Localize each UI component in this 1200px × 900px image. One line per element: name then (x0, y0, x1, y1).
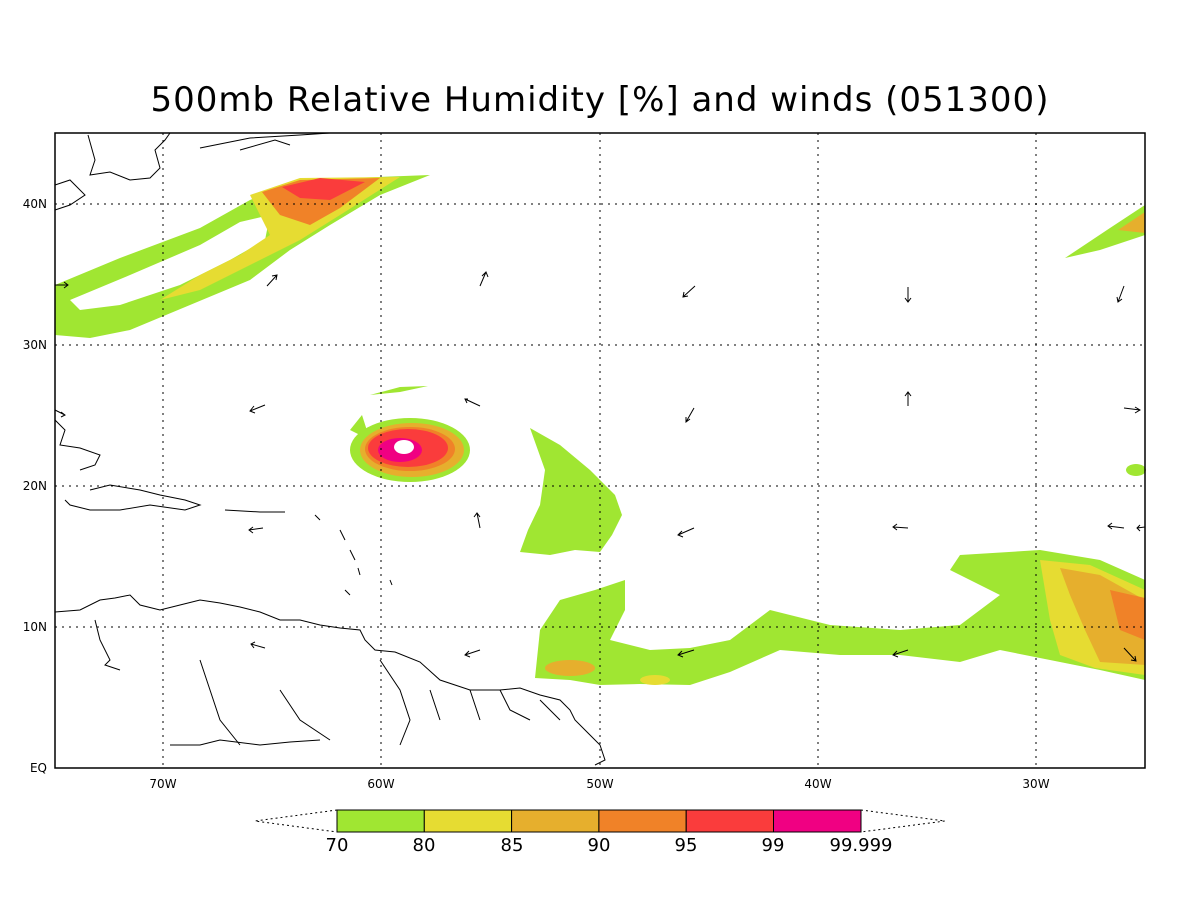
lon-labels: 70W 60W 50W 40W 30W (149, 777, 1049, 791)
colorbar-swatch (685, 809, 775, 833)
rh-band-south-90 (1110, 590, 1145, 640)
map-frame (54, 132, 1146, 769)
wind-arrow (682, 285, 696, 298)
colorbar-label: 99.999 (830, 835, 893, 856)
lon-tick-label: 30W (1022, 777, 1049, 791)
colorbar: 70 80 85 90 95 99 99.999 (254, 809, 946, 856)
rh-band-northeast-85 (1118, 212, 1145, 233)
rh-band-south (535, 550, 1145, 685)
lat-tick-label: 20N (23, 479, 47, 493)
colorbar-label: 99 (762, 835, 785, 856)
wind-arrow (473, 512, 481, 529)
lon-tick-label: 60W (367, 777, 394, 791)
wind-arrow (1116, 285, 1125, 303)
lon-tick-label: 70W (149, 777, 176, 791)
wind-arrow (55, 281, 69, 289)
rh-band-northwest-inner (70, 215, 270, 310)
coast-lesser-antilles (314, 514, 393, 596)
colorbar-swatch (511, 809, 600, 833)
coast-greater-antilles (54, 419, 285, 513)
wind-arrow (904, 287, 912, 303)
lat-tick-label: 30N (23, 338, 47, 352)
rh-storm-eye (394, 440, 414, 454)
rh-band-south-85 (1060, 568, 1145, 665)
colorbar-label: 70 (326, 835, 349, 856)
wind-arrow (677, 649, 695, 658)
lat-tick-label: 10N (23, 620, 47, 634)
colorbar-right-extension (860, 809, 946, 833)
coast-north-america (54, 132, 331, 211)
wind-arrow (54, 409, 66, 418)
colorbar-swatch (598, 809, 687, 833)
wind-vectors (54, 271, 1146, 662)
colorbar-left-extension (254, 809, 338, 833)
coast-south-america-borders (199, 659, 561, 746)
wind-arrow (892, 649, 909, 658)
rh-patch-east (1126, 464, 1146, 476)
wind-arrow (266, 274, 278, 287)
wind-arrow (1123, 647, 1137, 662)
wind-arrow (1136, 524, 1146, 532)
humidity-fields (55, 175, 1146, 685)
colorbar-label: 95 (675, 835, 698, 856)
wind-arrow (1123, 406, 1141, 414)
lon-tick-label: 50W (586, 777, 613, 791)
colorbar-label: 80 (413, 835, 436, 856)
wind-arrow (685, 407, 695, 423)
rh-storm-tail (350, 415, 370, 440)
lat-labels: 40N 30N 20N 10N EQ (23, 197, 47, 775)
wind-arrow (464, 649, 481, 658)
wind-arrow (479, 271, 489, 287)
wind-arrow (249, 404, 266, 414)
colorbar-label: 85 (501, 835, 524, 856)
map-title: 500mb Relative Humidity [%] and winds (0… (150, 80, 1050, 120)
colorbar-swatch (336, 809, 425, 833)
wind-arrow (904, 391, 912, 406)
rh-storm-arc (370, 386, 428, 395)
graticule (55, 133, 1145, 768)
rh-wedge-central (520, 428, 622, 555)
lat-tick-label: EQ (30, 761, 47, 775)
wind-arrow (892, 523, 909, 531)
rh-band-northeast (1065, 205, 1145, 258)
colorbar-swatch (773, 809, 862, 833)
wind-arrow (1107, 522, 1125, 530)
wind-arrow (464, 398, 481, 407)
wind-arrow (677, 527, 695, 538)
rh-band-northwest-95 (282, 178, 365, 200)
colorbar-label: 90 (588, 835, 611, 856)
rh-patch-south-west (545, 660, 595, 676)
coast-south-america (54, 594, 606, 766)
lon-tick-label: 40W (804, 777, 831, 791)
lat-tick-label: 40N (23, 197, 47, 211)
coastlines (54, 132, 606, 766)
wind-arrow (250, 641, 266, 649)
rh-patch-south-mid (640, 675, 670, 685)
colorbar-swatch (423, 809, 513, 833)
wind-arrow (248, 526, 264, 534)
